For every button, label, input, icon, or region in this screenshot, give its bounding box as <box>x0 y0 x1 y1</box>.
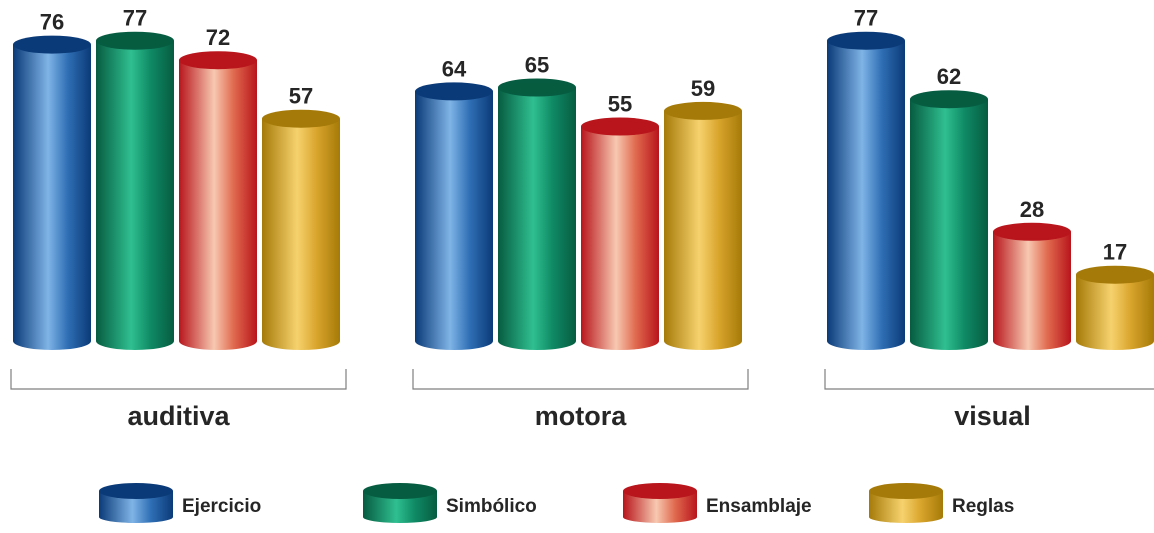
value-label-auditiva-ejercicio: 76 <box>40 10 64 35</box>
legend-label-ensamblaje: Ensamblaje <box>706 496 812 517</box>
bar-auditiva-simbolico <box>96 31 174 350</box>
value-label-motora-reglas: 59 <box>691 76 715 101</box>
value-label-visual-simbolico: 62 <box>937 64 961 89</box>
legend-swatch-ensamblaje <box>623 483 697 523</box>
bar-visual-reglas <box>1076 265 1154 350</box>
bar-visual-ejercicio <box>827 31 905 350</box>
category-bracket-motora <box>412 369 749 390</box>
legend-swatch-simbolico <box>363 483 437 523</box>
value-labels-layer: 76 77 72 57 64 65 55 59 77 62 28 17 <box>40 6 1127 265</box>
value-label-auditiva-reglas: 57 <box>289 84 313 109</box>
bar-motora-ejercicio <box>415 82 493 351</box>
bar-visual-ensamblaje <box>993 222 1071 350</box>
value-label-motora-ejercicio: 64 <box>442 56 467 81</box>
value-label-auditiva-simbolico: 77 <box>123 6 147 31</box>
category-bracket-auditiva <box>10 369 347 390</box>
legend-label-simbolico: Simbólico <box>446 496 537 517</box>
value-label-motora-simbolico: 65 <box>525 53 549 78</box>
bar-auditiva-ensamblaje <box>179 51 257 350</box>
value-label-visual-ensamblaje: 28 <box>1020 197 1044 222</box>
category-axis: auditiva motora visual <box>10 369 1154 431</box>
category-bracket-visual <box>824 369 1154 390</box>
category-label-auditiva: auditiva <box>127 401 230 431</box>
bar-auditiva-reglas <box>262 109 340 350</box>
value-label-visual-ejercicio: 77 <box>854 6 878 31</box>
value-label-auditiva-ensamblaje: 72 <box>206 25 230 50</box>
legend: Ejercicio Simbólico Ensamblaje Reglas <box>99 483 1014 523</box>
legend-item-ensamblaje: Ensamblaje <box>623 483 812 523</box>
bar-auditiva-ejercicio <box>13 35 91 350</box>
legend-label-reglas: Reglas <box>952 496 1014 517</box>
legend-label-ejercicio: Ejercicio <box>182 496 261 517</box>
value-label-visual-reglas: 17 <box>1103 240 1127 265</box>
category-label-visual: visual <box>954 401 1031 431</box>
bars-layer <box>13 31 1154 351</box>
bar-motora-reglas <box>664 101 742 351</box>
category-label-motora: motora <box>535 401 627 431</box>
legend-swatch-ejercicio <box>99 483 173 523</box>
legend-item-ejercicio: Ejercicio <box>99 483 261 523</box>
bar-visual-simbolico <box>910 90 988 350</box>
bar-motora-simbolico <box>498 78 576 350</box>
legend-item-reglas: Reglas <box>869 483 1014 523</box>
value-label-motora-ensamblaje: 55 <box>608 92 632 117</box>
legend-swatch-reglas <box>869 483 943 523</box>
bar-motora-ensamblaje <box>581 117 659 350</box>
legend-item-simbolico: Simbólico <box>363 483 537 523</box>
